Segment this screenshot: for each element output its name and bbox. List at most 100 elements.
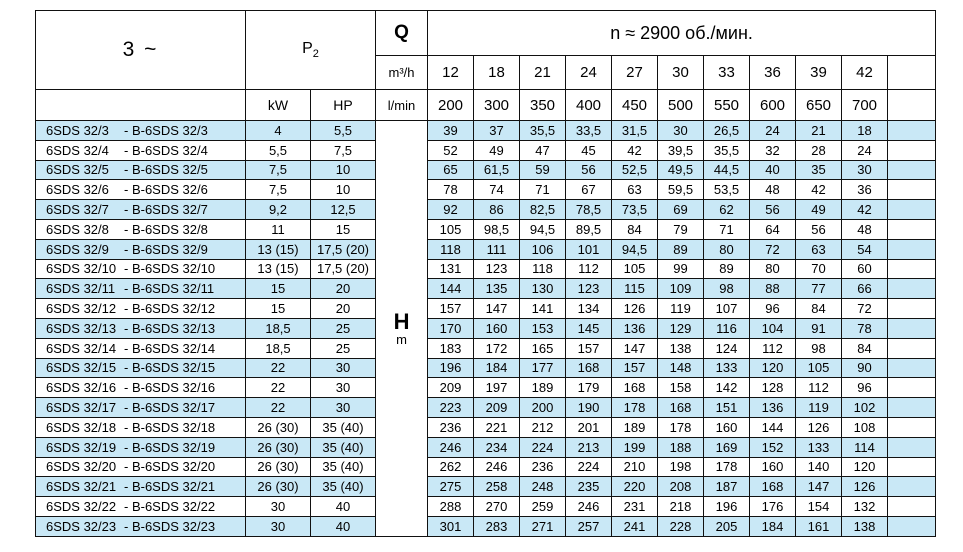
spare-column-cell [887,377,937,399]
head-value-cell: 144 [749,416,797,438]
head-value-cell: 184 [749,515,797,537]
header-row-top: 3 ~ P2 Q n ≈ 2900 об./мин. [35,10,937,90]
model-cell: 6SDS 32/23 - B-6SDS 32/23 [35,515,246,537]
head-value-cell: 49 [795,199,843,220]
head-value-cell: 197 [473,377,521,399]
table-row: 6SDS 32/7 - B-6SDS 32/7 9,2 12,5 92 86 82,5 78,… [35,199,937,220]
model-cell: 6SDS 32/20 - B-6SDS 32/20 [35,456,246,478]
head-value-cell: 48 [841,218,889,240]
head-value-cell: 169 [703,436,751,458]
head-value-cell: 120 [749,357,797,379]
table-row: 6SDS 32/17 - B-6SDS 32/17 22 30 223 209 200 190… [35,397,937,418]
flow-lmin-cell: 350 [519,89,567,121]
model-cell: 6SDS 32/8 - B-6SDS 32/8 [35,218,246,240]
head-value-cell: 190 [565,397,613,418]
model-cell: 6SDS 32/5 - B-6SDS 32/5 [35,159,246,181]
head-value-cell: 118 [427,238,475,260]
table-row: 6SDS 32/13- B-6SDS 32/13 18,5 25 170 160 153 1… [35,317,937,339]
kw-cell: 15 [245,278,311,300]
head-value-cell: 98,5 [473,218,521,240]
head-value-cell: 71 [703,218,751,240]
table-row: 6SDS 32/16 - B-6SDS 32/16 22 30 209 197 189 179… [35,377,937,399]
model-cell: 6SDS 32/19 - B-6SDS 32/19 [35,436,246,458]
head-value-cell: 257 [565,515,613,537]
table-row: 6SDS 32/15 - B-6SDS 32/15 22 30 196 184 177 168… [35,357,937,379]
head-value-cell: 177 [519,357,567,379]
head-symbol: H [393,308,410,334]
head-value-cell: 142 [703,377,751,399]
model-variant: - B-6SDS 32/5 [124,162,208,178]
head-value-cell: 24 [841,139,889,161]
head-value-cell: 224 [565,456,613,478]
head-value-cell: 168 [611,377,659,399]
head-value-cell: 184 [473,357,521,379]
phase-header: 3 ~ [35,10,246,90]
head-value-cell: 98 [795,337,843,359]
model-variant: - B-6SDS 32/18 [124,419,216,435]
spare-column-cell [887,436,937,458]
model-variant: - B-6SDS 32/15 [124,360,216,376]
head-value-cell: 90 [841,357,889,379]
model-variant: - B-6SDS 32/13 [124,320,216,336]
model-variant: - B-6SDS 32/4 [124,142,208,158]
head-value-cell: 126 [841,476,889,498]
head-value-cell: 52,5 [611,159,659,181]
model-variant: - B-6SDS 32/20 [124,459,216,475]
head-unit: m [396,331,407,347]
speed-header: n ≈ 2900 об./мин. [427,10,937,56]
hp-cell: 12,5 [309,199,377,220]
table-row: 6SDS 32/12 - B-6SDS 32/12 15 20 157 147 141 134… [35,298,937,319]
spare-column-cell [887,139,937,161]
spare-column-cell [887,317,937,339]
head-value-cell: 201 [565,416,613,438]
spare-column-cell [887,258,937,280]
head-value-cell: 98 [703,278,751,300]
head-value-cell: 126 [611,298,659,319]
head-value-cell: 72 [841,298,889,319]
head-value-cell: 176 [749,496,797,517]
head-value-cell: 231 [611,496,659,517]
table-row: 6SDS 32/5 - B-6SDS 32/5 7,5 10 65 61,5 59 56 52,… [35,159,937,181]
model-primary: 6SDS 32/11 [46,281,116,297]
head-value-cell: 246 [473,456,521,478]
head-value-cell: 128 [749,377,797,399]
head-value-cell: 96 [749,298,797,319]
spare-column-cell [887,218,937,240]
kw-cell: 26 (30) [245,456,311,478]
flow-unit-lmin: l/min [375,89,429,121]
head-value-cell: 36 [841,179,889,201]
head-value-cell: 144 [427,278,475,300]
kw-cell: 22 [245,397,311,418]
model-primary: 6SDS 32/17 [46,400,117,416]
table-row: 6SDS 32/6 - B-6SDS 32/6 7,5 10 78 74 71 67 63 59,… [35,179,937,201]
head-value-cell: 91 [795,317,843,339]
head-value-cell: 133 [703,357,751,379]
head-value-cell: 157 [427,298,475,319]
head-value-cell: 94,5 [519,218,567,240]
head-value-cell: 37 [473,120,521,141]
head-value-cell: 154 [795,496,843,517]
head-value-cell: 218 [657,496,705,517]
head-value-cell: 26,5 [703,120,751,141]
head-value-cell: 157 [565,337,613,359]
model-primary: 6SDS 32/16 [46,380,117,396]
model-primary: 6SDS 32/22 [46,499,117,515]
model-cell: 6SDS 32/16 - B-6SDS 32/16 [35,377,246,399]
head-value-cell: 61,5 [473,159,521,181]
head-value-cell: 161 [795,515,843,537]
model-primary: 6SDS 32/7 [46,202,109,218]
head-value-cell: 56 [795,218,843,240]
spare-column-cell [887,179,937,201]
head-value-cell: 283 [473,515,521,537]
kw-cell: 4 [245,120,311,141]
flow-lmin-cell: 300 [473,89,521,121]
head-value-cell: 119 [795,397,843,418]
hp-cell: 7,5 [309,139,377,161]
head-value-cell: 39 [427,120,475,141]
p2-subscript: 2 [312,48,319,61]
head-value-cell: 35 [795,159,843,181]
flow-m3h-cell: 36 [749,55,797,90]
p2-header: P2 [244,10,377,90]
kw-cell: 30 [245,515,311,537]
model-cell: 6SDS 32/15 - B-6SDS 32/15 [35,357,246,379]
